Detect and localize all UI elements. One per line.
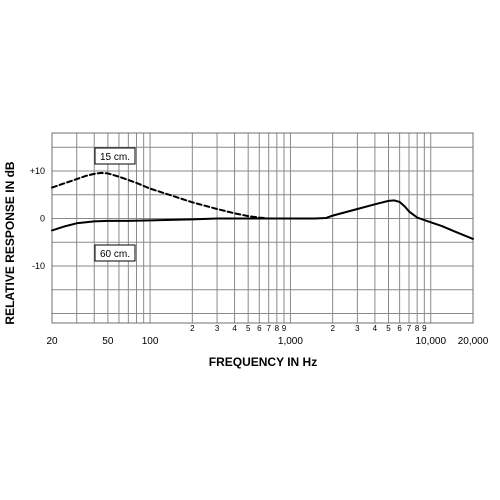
plot-border [51, 132, 474, 324]
x-tick-label: 5 [386, 324, 391, 333]
x-tick-label: 6 [257, 324, 262, 333]
x-tick-label: 4 [232, 324, 237, 333]
annotation-box [94, 147, 136, 165]
x-tick-label: 20,000 [458, 336, 489, 347]
x-tick-label: 20 [46, 336, 58, 347]
y-axis-title: RELATIVE RESPONSE IN dB [3, 161, 17, 324]
x-tick-label: 6 [397, 324, 402, 333]
x-tick-label: 8 [275, 324, 280, 333]
annotation-label: 60 cm. [100, 249, 130, 260]
series-line-60cm [51, 199, 474, 240]
annotation-label: 15 cm. [100, 152, 130, 163]
x-tick-label: 100 [142, 336, 159, 347]
x-tick-label: 3 [355, 324, 360, 333]
series-layer [51, 171, 474, 240]
x-tick-label: 7 [266, 324, 271, 333]
x-tick-label: 9 [282, 324, 287, 333]
y-tick-label: 0 [40, 214, 45, 224]
x-tick-label: 50 [102, 336, 114, 347]
x-tick-label: 2 [330, 324, 335, 333]
annotation-layer: 15 cm. 60 cm. [94, 147, 136, 262]
x-tick-label: 1,000 [278, 336, 303, 347]
x-tick-label: 7 [407, 324, 412, 333]
x-tick-label: 10,000 [415, 336, 446, 347]
x-tick-label: 4 [373, 324, 378, 333]
x-tick-label: 3 [215, 324, 220, 333]
x-tick-label: 2 [190, 324, 195, 333]
x-tick-label: 8 [415, 324, 420, 333]
series-line-15cm [51, 171, 270, 220]
y-tick-label: -10 [32, 261, 45, 271]
x-tick-label: 5 [246, 324, 251, 333]
x-axis-title: FREQUENCY IN Hz [209, 355, 317, 369]
grid-layer [51, 132, 474, 324]
x-tick-label: 9 [422, 324, 427, 333]
annotation-box [94, 244, 136, 262]
y-tick-label: +10 [30, 166, 45, 176]
